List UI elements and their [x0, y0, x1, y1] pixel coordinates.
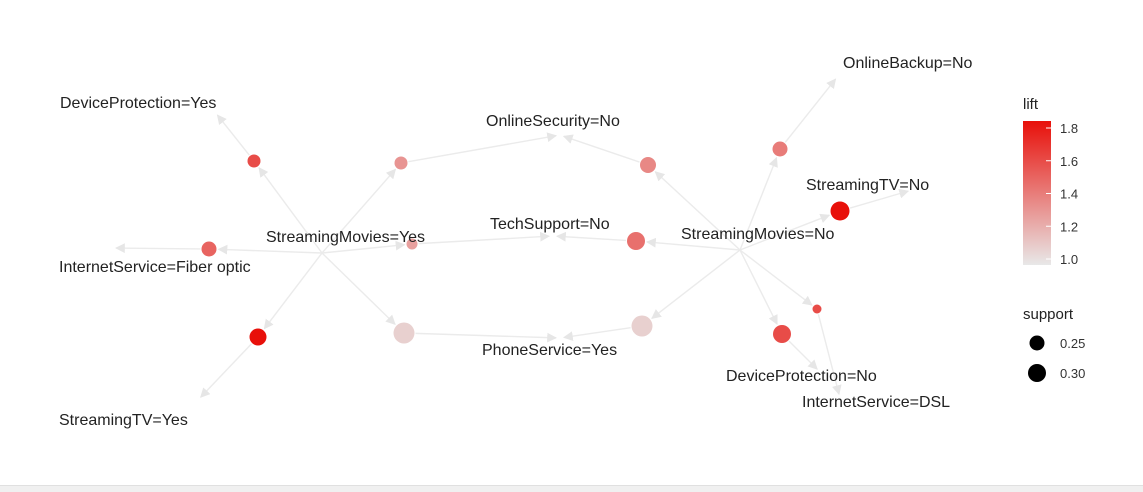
lift-legend-ticks: 1.8 1.6 1.4 1.2 1.0 — [1046, 121, 1078, 267]
edge-lhs-sm_no-to-r13 — [739, 249, 778, 326]
item-label-streamingmovies-no: StreamingMovies=No — [681, 226, 835, 243]
lift-legend-title: lift — [1023, 96, 1039, 113]
item-label-streamingtv-yes: StreamingTV=Yes — [59, 412, 188, 429]
rule-node-8 — [772, 141, 788, 157]
support-legend-key-small — [1029, 335, 1045, 351]
lift-tick-label: 1.6 — [1060, 154, 1078, 169]
item-label-internetservice-fiber: InternetService=Fiber optic — [59, 259, 251, 276]
rule-node-3 — [201, 241, 217, 257]
edge-r4-to-ts_no — [418, 231, 550, 245]
edge-r8-to-ob_no — [784, 78, 837, 143]
edge-lhs-sm_yes-to-r1 — [258, 167, 323, 254]
edge-r3-to-is_fiber — [115, 243, 201, 254]
item-label-deviceprotection-yes: DeviceProtection=Yes — [60, 95, 216, 112]
edge-r5-to-ps_yes — [415, 332, 557, 343]
edge-lhs-sm_yes-to-r6 — [263, 252, 323, 330]
edge-lhs-sm_no-to-r10 — [645, 237, 741, 251]
item-label-internetservice-dsl: InternetService=DSL — [802, 394, 950, 411]
rule-node-10 — [627, 232, 645, 250]
legend: lift 1.8 1.6 1.4 1.2 1.0 support 0.25 0.30 — [1023, 96, 1085, 382]
edge-r9-to-stv_no — [849, 188, 910, 209]
edge-r6-to-stv_yes — [200, 343, 252, 398]
bottom-strip — [0, 485, 1143, 492]
edge-r10-to-ts_no — [556, 231, 627, 242]
rule-node-4 — [406, 238, 418, 250]
edge-r2-to-os_no — [408, 132, 558, 163]
rule-node-13 — [773, 325, 791, 343]
item-label-streamingmovies-yes: StreamingMovies=Yes — [266, 229, 425, 246]
edge-r13-to-dp_no — [788, 340, 818, 370]
rule-node-12 — [812, 304, 822, 314]
edge-lhs-sm_yes-to-r2 — [321, 168, 397, 254]
edge-r1-to-dp_yes — [216, 114, 250, 156]
edge-lhs-sm_no-to-r8 — [739, 156, 778, 251]
lift-tick-label: 1.2 — [1060, 219, 1078, 234]
rule-node-7 — [640, 157, 656, 173]
edge-lhs-sm_yes-to-r5 — [321, 252, 396, 325]
lift-tick-label: 1.0 — [1060, 252, 1078, 267]
edge-lhs-sm_yes-to-r3 — [217, 244, 323, 255]
edge-lhs-sm_no-to-r11 — [651, 249, 741, 319]
edge-lhs-sm_no-to-r7 — [654, 171, 741, 251]
rule-node-1 — [247, 154, 261, 168]
item-label-phoneservice-yes: PhoneService=Yes — [482, 342, 617, 359]
support-legend-title: support — [1023, 306, 1074, 323]
edge-lhs-sm_no-to-r9 — [739, 213, 831, 251]
edge-lhs-sm_yes-to-r4 — [321, 240, 406, 254]
item-label-onlinebackup-no: OnlineBackup=No — [843, 55, 973, 72]
item-label-techsupport-no: TechSupport=No — [490, 216, 610, 233]
item-label-streamingtv-no: StreamingTV=No — [806, 177, 929, 194]
rule-node-layer — [201, 141, 850, 346]
rule-node-2 — [394, 156, 408, 170]
support-legend-label-small: 0.25 — [1060, 336, 1085, 351]
lift-tick-label: 1.4 — [1060, 187, 1078, 202]
support-legend-key-large — [1028, 364, 1046, 382]
edge-r7-to-os_no — [562, 134, 640, 163]
support-legend-label-large: 0.30 — [1060, 366, 1085, 381]
lift-tick-label: 1.8 — [1060, 121, 1078, 136]
rule-node-9 — [830, 201, 850, 221]
item-labels: DeviceProtection=Yes OnlineSecurity=No O… — [59, 55, 973, 429]
item-label-onlinesecurity-no: OnlineSecurity=No — [486, 113, 620, 130]
edge-r12-to-is_dsl — [817, 314, 842, 396]
edge-lhs-sm_no-to-r12 — [739, 249, 813, 306]
item-label-deviceprotection-no: DeviceProtection=No — [726, 368, 877, 385]
rule-node-5 — [393, 322, 415, 344]
edge-layer — [115, 78, 910, 398]
edge-r11-to-ps_yes — [562, 326, 631, 341]
rule-node-11 — [631, 315, 653, 337]
rule-node-6 — [249, 328, 267, 346]
